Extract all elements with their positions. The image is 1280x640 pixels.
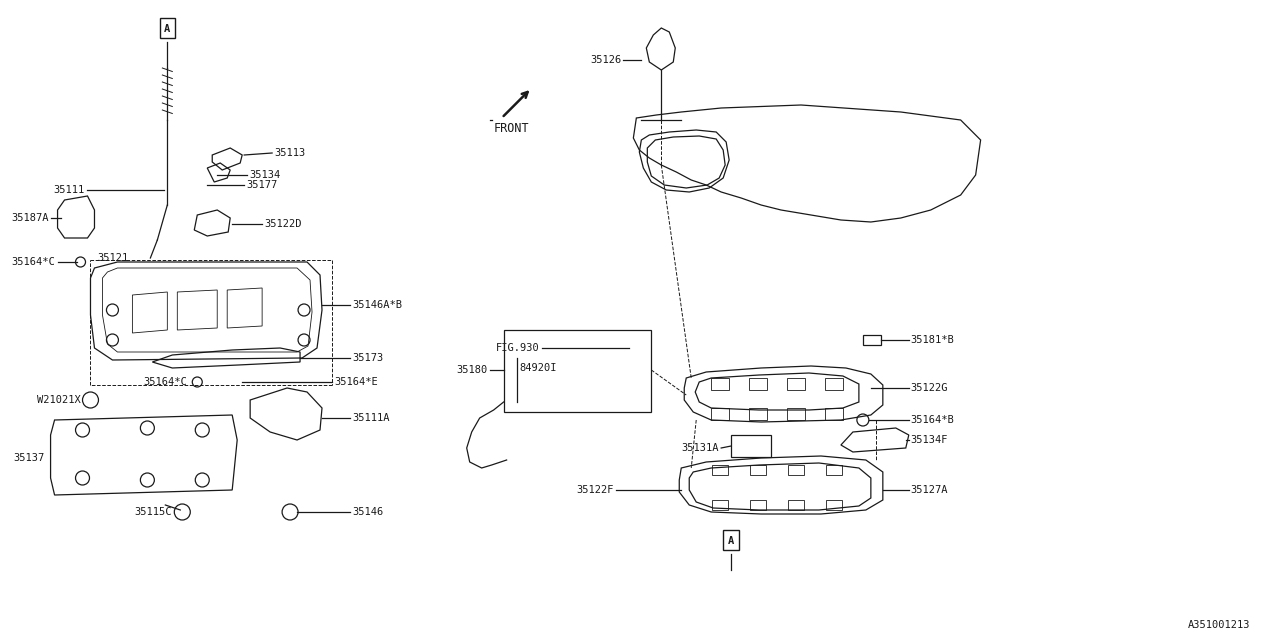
Text: 35181*B: 35181*B: [911, 335, 955, 345]
Bar: [787, 378, 805, 390]
Text: 35164*B: 35164*B: [911, 415, 955, 425]
Text: 35131A: 35131A: [682, 443, 719, 453]
Bar: [712, 465, 728, 475]
Text: A: A: [164, 24, 170, 34]
Text: FIG.930: FIG.930: [495, 343, 540, 353]
Bar: [826, 500, 842, 510]
Text: 35164*C: 35164*C: [143, 377, 187, 387]
Bar: [160, 18, 175, 38]
Text: 35164*C: 35164*C: [12, 257, 55, 267]
Bar: [787, 408, 805, 420]
Text: 35134F: 35134F: [911, 435, 948, 445]
Text: 35146: 35146: [352, 507, 383, 517]
Text: 35180: 35180: [457, 365, 488, 375]
Text: A: A: [728, 536, 735, 546]
Bar: [826, 465, 842, 475]
Bar: [749, 408, 767, 420]
Bar: [788, 465, 804, 475]
Text: 84920I: 84920I: [520, 363, 557, 373]
Text: 35164*E: 35164*E: [334, 377, 378, 387]
Bar: [824, 378, 844, 390]
Text: FRONT: FRONT: [494, 122, 529, 134]
Text: 35122D: 35122D: [264, 219, 302, 229]
Text: 35115C: 35115C: [134, 507, 173, 517]
Text: 35146A*B: 35146A*B: [352, 300, 402, 310]
Bar: [788, 500, 804, 510]
Bar: [749, 378, 767, 390]
Bar: [723, 530, 739, 550]
Text: 35122F: 35122F: [576, 485, 613, 495]
Text: 35121: 35121: [97, 253, 129, 263]
Bar: [731, 435, 771, 457]
Text: 35177: 35177: [246, 180, 278, 190]
Bar: [712, 500, 728, 510]
Text: W21021X: W21021X: [37, 395, 81, 405]
Bar: [824, 408, 844, 420]
Text: 35134: 35134: [250, 170, 280, 180]
Text: 35111: 35111: [54, 185, 84, 195]
Text: 35187A: 35187A: [12, 213, 49, 223]
Bar: [863, 335, 881, 345]
Text: 35122G: 35122G: [911, 383, 948, 393]
Bar: [503, 330, 652, 412]
Text: 35137: 35137: [13, 453, 45, 463]
Bar: [750, 465, 765, 475]
Text: 35126: 35126: [590, 55, 621, 65]
Bar: [712, 378, 730, 390]
Bar: [712, 408, 730, 420]
Text: 35173: 35173: [352, 353, 383, 363]
Text: 35113: 35113: [274, 148, 306, 158]
Bar: [750, 500, 765, 510]
Text: 35127A: 35127A: [911, 485, 948, 495]
Text: A351001213: A351001213: [1188, 620, 1251, 630]
Text: 35111A: 35111A: [352, 413, 389, 423]
